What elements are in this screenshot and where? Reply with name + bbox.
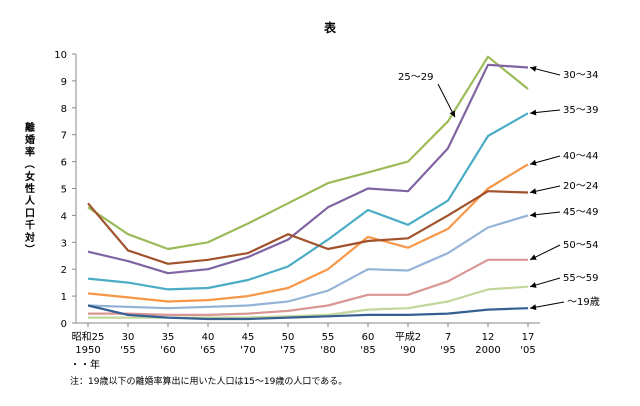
y-axis-label-char: 千 [25,219,35,232]
series-label-8: ～19歳 [567,296,600,308]
y-axis-label-char: 口 [25,208,35,219]
series-line-8 [87,304,529,321]
x-tick-label-bottom: '55 [120,345,135,356]
y-axis-label-char: 離 [25,121,35,134]
x-tick-label-top: 7 [445,332,451,343]
series-label-arrowhead-2 [530,109,537,116]
series-label-arrowhead-6 [530,254,537,260]
y-tick-label: 8 [61,104,67,115]
y-axis-label-char: 性 [24,182,35,195]
series-label-arrow-0 [437,83,456,118]
y-axis-label-char: 率 [25,145,35,158]
series-line-1 [87,63,529,275]
y-tick-label: 3 [61,238,67,249]
x-tick-label-top: 50 [282,332,295,343]
y-axis-label-char: 人 [25,194,36,207]
y-tick-label: 4 [61,211,67,222]
y-ticks: 0 1 2 3 4 5 6 7 8 9 10 [54,50,76,330]
x-tick-label-top: 55 [322,332,335,343]
series-line-3 [87,163,529,303]
series-label-7: 55～59 [563,273,598,284]
x-tick-label-top: 17 [522,332,535,343]
series-label-5: 45～49 [563,207,598,218]
x-tick-label-bottom: 1950 [75,345,100,356]
x-tick-label-bottom: '05 [520,345,535,356]
x-unit-label: ・・年 [70,358,100,371]
x-tick-label-bottom: '95 [440,345,455,356]
x-tick-label-top: 60 [362,332,375,343]
series-label-arrowhead-4 [530,188,537,195]
series-label-2: 35～39 [563,105,598,116]
x-tick-label-bottom: '65 [200,345,215,356]
x-tick-label-bottom: '85 [360,345,375,356]
y-axis-label-char: 対 [24,231,35,244]
series-label-arrowhead-5 [530,211,537,218]
x-tick-label-top: 昭和25 [72,331,105,343]
x-tick-label-bottom: '70 [240,345,255,356]
series-line-6 [88,258,528,316]
y-tick-label: 1 [61,292,67,303]
x-tick-label-top: 30 [122,332,135,343]
y-tick-label: 2 [61,265,67,276]
series-label-arrowhead-7 [530,282,537,288]
chart-title: 表 [323,20,337,35]
x-tick-label-bottom: '90 [400,345,415,356]
y-tick-label: 7 [61,131,67,142]
series-label-4: 20～24 [563,181,598,192]
series-label-1: 30～34 [563,70,598,81]
y-axis-label-char: （ [23,159,36,169]
series-label-arrowhead-0 [449,110,455,118]
y-tick-label: 9 [61,77,67,88]
x-tick-label-top: 40 [202,332,215,343]
y-tick-label: 5 [61,185,67,196]
series-label-3: 40～44 [563,151,598,162]
x-tick-label-bottom: '75 [280,345,295,356]
y-tick-label: 0 [61,319,67,330]
y-axis-label-char: 婚 [25,133,35,146]
series-line-0 [87,55,529,251]
series-label-6: 50～54 [563,240,598,251]
x-tick-label-top: 12 [482,332,495,343]
series-line-5 [87,214,529,310]
series-label-0: 25～29 [398,72,433,83]
y-tick-label: 6 [61,158,67,169]
series-label-arrowhead-1 [530,66,537,72]
x-tick-label-top: 平成2 [395,331,421,343]
x-tick-label-bottom: 2000 [475,345,500,356]
series-line-4 [87,190,529,265]
series-lines [87,55,529,321]
series-line-2 [87,112,529,291]
y-tick-label: 10 [54,50,67,61]
x-tick-label-top: 35 [162,332,175,343]
axes [75,54,540,324]
series-label-arrowhead-3 [530,159,537,166]
series-label-arrowhead-8 [530,304,537,311]
y-axis-label-char: ） [23,244,36,254]
series-labels: 25～29 30～34 35～39 40～44 20～24 45～49 50～54 55～59… [398,66,600,311]
x-tick-label-top: 45 [242,332,255,343]
x-tick-label-bottom: '80 [320,345,335,356]
y-axis-label-char: 女 [25,170,35,183]
footnote: 注：19歳以下の離婚率算出に用いた人口は15～19歳の人口である。 [70,375,347,387]
x-tick-label-bottom: '60 [160,345,175,356]
x-ticks: 昭和25 1950 30 '55 35 '60 40 '65 45 '70 50 '75 55 '80 60… [72,323,536,356]
